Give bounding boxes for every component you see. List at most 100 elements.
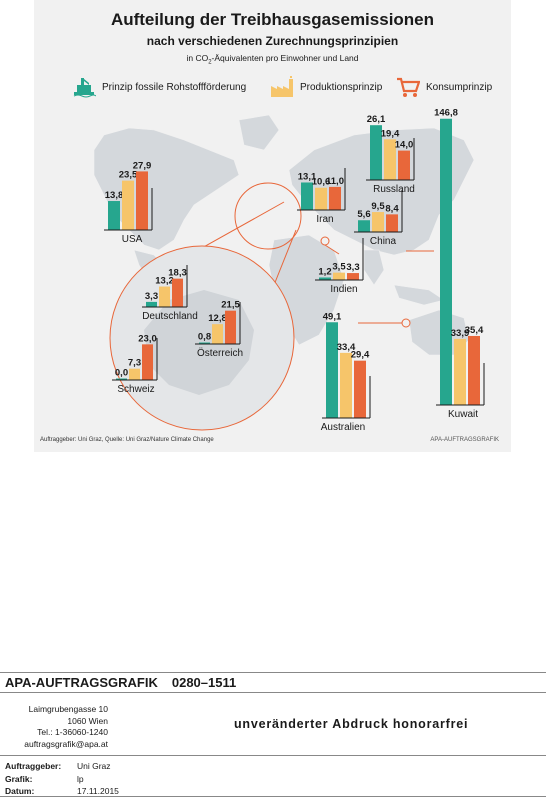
data-label: 1,2 xyxy=(318,266,331,277)
bar-group-iran: 13,110,611,0 Iran xyxy=(297,168,346,225)
country-label: Iran xyxy=(316,214,333,225)
legend-label: Prinzip fossile Rohstoffförderung xyxy=(102,81,247,93)
data-label: 13,2 xyxy=(155,276,174,287)
bar-groups: 13,823,527,9USA26,119,414,0Russland13,11… xyxy=(104,108,485,433)
data-label: 49,1 xyxy=(323,311,342,322)
legend-label: Konsumprinzip xyxy=(426,81,493,93)
data-label: 12,8 xyxy=(208,313,227,324)
bar xyxy=(146,301,157,307)
bar xyxy=(468,335,480,405)
bar-group-schweiz: 0,07,3 23,0 Schweiz xyxy=(112,333,158,395)
bar-group-österreich: 0,8 12,8 21,5 Österreich xyxy=(195,300,243,359)
data-label: 3,5 xyxy=(332,262,346,273)
credit-note: APA-AUFTRAGSGRAFIK xyxy=(430,437,499,443)
bar xyxy=(122,180,134,230)
bar xyxy=(108,201,120,230)
legend-item-production: Produktionsprinzip xyxy=(270,76,382,98)
footer-rule xyxy=(0,692,546,693)
bar xyxy=(440,118,452,406)
bar-group-indien: 1,2 3,5 3,3 Indien xyxy=(315,238,364,295)
bar xyxy=(398,150,410,180)
data-label: 5,6 xyxy=(357,209,370,220)
data-label: 21,5 xyxy=(221,300,240,311)
data-label: 13,8 xyxy=(105,190,124,201)
bar xyxy=(386,214,398,232)
bar xyxy=(454,338,466,405)
bar-group-russland: 26,1 19,414,0 Russland xyxy=(366,114,415,195)
footer-brand: APA-AUFTRAGSGRAFIK xyxy=(5,675,158,690)
legend-label: Produktionsprinzip xyxy=(300,81,383,93)
footer-rule xyxy=(0,755,546,756)
country-label: China xyxy=(370,236,397,247)
chart: 13,823,527,9USA26,119,414,0Russland13,11… xyxy=(93,108,485,433)
bar xyxy=(315,187,327,210)
country-label: USA xyxy=(122,234,143,245)
data-label: 3,3 xyxy=(145,291,158,302)
data-label: 23,0 xyxy=(138,333,157,344)
country-label: Deutschland xyxy=(142,311,198,322)
bar xyxy=(172,278,183,307)
bar xyxy=(319,277,331,280)
footer-code: 0280–1511 xyxy=(171,675,237,690)
bar xyxy=(142,344,153,380)
data-label: 11,0 xyxy=(326,176,344,187)
bar xyxy=(116,378,127,380)
data-label: 13,1 xyxy=(298,171,317,182)
country-label: Australien xyxy=(321,422,365,433)
bar xyxy=(212,324,223,344)
bar xyxy=(159,286,170,307)
data-label: 0,8 xyxy=(198,332,211,343)
bar xyxy=(136,171,148,230)
footer-address: Laimgrubengasse 10 1060 Wien Tel.: 1-360… xyxy=(24,704,108,749)
meta-row-date: Datum: 17.11.2015 xyxy=(5,786,119,796)
oil-rig-icon xyxy=(73,78,96,98)
meta-row-graphic: Grafik: lp xyxy=(5,773,84,784)
bar xyxy=(329,186,341,210)
bar-group-usa: 13,8 23,527,9 USA xyxy=(104,160,153,245)
bar-group-china: 5,69,5 8,4 China xyxy=(354,190,403,247)
bar-group-deutschland: 3,3 13,218,3 Deutschland xyxy=(142,265,198,322)
bar xyxy=(225,310,236,344)
unit-note: in CO2-Äquivalenten pro Einwohner und La… xyxy=(186,53,359,66)
meta-row-client: Auftraggeber: Uni Graz xyxy=(5,761,111,771)
bar-group-australien: 49,1 33,429,4 Australien xyxy=(321,311,371,433)
footer-heading: APA-AUFTRAGSGRAFIK 0280–1511 xyxy=(5,675,236,690)
data-label: 9,5 xyxy=(371,201,385,212)
footer-rule xyxy=(0,672,546,673)
bar xyxy=(333,272,345,280)
country-label: Österreich xyxy=(197,347,243,359)
data-label: 29,4 xyxy=(351,350,370,361)
chart-title: Aufteilung der Treibhausgasemissionen xyxy=(110,10,435,29)
data-label: 33,4 xyxy=(337,342,356,353)
bar xyxy=(370,125,382,180)
callout-lines xyxy=(320,236,434,328)
bar xyxy=(326,322,338,418)
data-label: 26,1 xyxy=(367,114,386,125)
data-label: 27,9 xyxy=(133,160,152,171)
country-label: Russland xyxy=(373,184,415,195)
data-label: 8,4 xyxy=(385,203,399,214)
bar xyxy=(358,220,370,232)
shopping-cart-icon xyxy=(397,77,420,97)
data-label: 10,6 xyxy=(312,177,331,188)
legend-item-extraction: Prinzip fossile Rohstoffförderung xyxy=(72,76,246,98)
footer-rule xyxy=(0,796,546,797)
bar xyxy=(372,212,384,232)
data-label: 33,9 xyxy=(451,328,470,339)
infographic: 13,8 23,5 27,9 USA 26,1 19,4 14,0 Russland 13,1 1… xyxy=(34,0,511,452)
data-label: 146,8 xyxy=(434,108,458,119)
footer-meta: Auftraggeber: Uni Graz Grafik: lp Datum: 17… xyxy=(5,760,119,798)
bar xyxy=(129,368,140,380)
bar xyxy=(347,273,359,280)
data-label: 35,4 xyxy=(465,325,484,336)
data-label: 18,3 xyxy=(168,268,187,279)
data-label: 19,4 xyxy=(381,128,400,139)
country-label: Schweiz xyxy=(117,384,154,395)
data-label: 3,3 xyxy=(346,262,359,273)
bar-group-kuwait: 146,8 33,935,4 Kuwait xyxy=(434,108,485,420)
free-print-note: unveränderter Abdruck honorarfrei xyxy=(234,717,469,731)
country-label: Indien xyxy=(330,284,357,295)
bar xyxy=(199,342,210,344)
data-label: 14,0 xyxy=(395,140,414,151)
factory-icon xyxy=(271,76,293,97)
